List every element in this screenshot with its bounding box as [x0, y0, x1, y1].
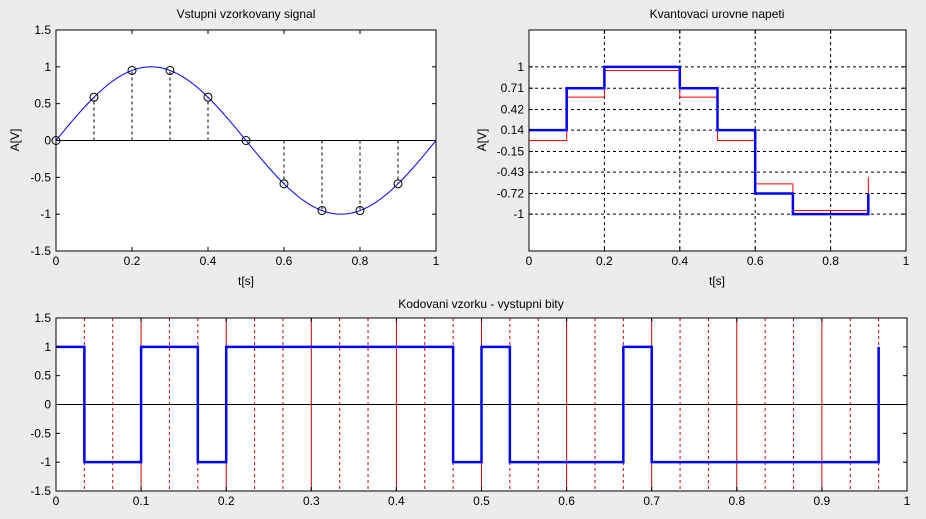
x-tick-label: 0.2	[596, 254, 613, 268]
x-tick-label: 0	[53, 254, 60, 268]
plot3-title: Kodovani vzorku - vystupni bity	[398, 297, 563, 311]
y-tick-label: 0	[44, 398, 51, 412]
y-tick-label: -0.43	[497, 165, 525, 179]
y-tick-label: -1	[513, 207, 524, 221]
plot2-ticks: 0 0.2 0.4 0.6 0.8 1 1 0.71 0.42 0.14 -0.15 -0.43 -0.…	[497, 30, 910, 268]
y-tick-label: 0	[44, 134, 51, 148]
y-tick-label: 1.5	[34, 23, 51, 37]
plot-quantization-levels: 0 0.2 0.4 0.6 0.8 1 1 0.71 0.42 0.14 -0.15 -0.43 -0.…	[475, 7, 910, 288]
x-tick-label: 0.8	[352, 254, 369, 268]
sample-marker	[127, 65, 137, 75]
x-tick-label: 0.5	[473, 494, 490, 508]
y-tick-label: -1	[40, 207, 51, 221]
plot2-xlabel: t[s]	[709, 274, 725, 288]
y-tick-label: -1.5	[30, 484, 51, 498]
x-tick-label: 0	[53, 494, 60, 508]
x-tick-label: 0.1	[133, 494, 150, 508]
plot1-title: Vstupni vzorkovany signal	[177, 7, 316, 21]
x-tick-label: 0.3	[303, 494, 320, 508]
y-tick-label: 1	[517, 60, 524, 74]
x-tick-label: 0	[526, 254, 533, 268]
plot2-ylabel: A[V]	[475, 129, 489, 152]
y-tick-label: 0.5	[34, 369, 51, 383]
x-tick-label: 0.7	[643, 494, 660, 508]
x-tick-label: 0.2	[218, 494, 235, 508]
x-tick-label: 0.6	[747, 254, 764, 268]
sine-curve	[55, 66, 437, 215]
y-tick-label: 1	[44, 340, 51, 354]
sample-marker	[355, 206, 365, 216]
plot3-marks	[56, 318, 907, 491]
plot3-ticks: 0 0.1 0.2 0.3 0.4 0.5 0.6 0.7 0.8 0.9 1 -1.5 -1 -0.5 0…	[30, 311, 910, 508]
quantized-stairs	[529, 65, 870, 216]
sample-marker	[241, 136, 251, 145]
sample-marker	[279, 179, 289, 189]
y-tick-label: 0.5	[34, 97, 51, 111]
y-tick-label: -1	[40, 455, 51, 469]
x-tick-label: 0.4	[388, 494, 405, 508]
sample-marker	[317, 206, 327, 216]
x-tick-label: 1	[903, 254, 910, 268]
plot2-frame	[528, 29, 907, 252]
y-tick-label: -0.5	[30, 170, 51, 184]
plot1-ticks: 0 0.2 0.4 0.6 0.8 1 -1.5 -1 -0.5 0 0.5 1 1.5	[30, 23, 439, 268]
y-tick-label: 1.5	[34, 311, 51, 325]
y-tick-label: 0.14	[501, 123, 525, 137]
bit-stream	[56, 345, 880, 464]
plot-output-bits: 0 0.1 0.2 0.3 0.4 0.5 0.6 0.7 0.8 0.9 1 -1.5 -1 -0.5 0…	[30, 297, 910, 508]
x-tick-label: 0.4	[671, 254, 688, 268]
x-tick-label: 0.8	[822, 254, 839, 268]
x-tick-label: 1	[433, 254, 440, 268]
x-tick-label: 0.9	[814, 494, 831, 508]
x-tick-label: 0.2	[124, 254, 141, 268]
y-tick-label: 0.71	[501, 81, 525, 95]
y-tick-label: -1.5	[30, 244, 51, 258]
plot-input-signal: 0 0.2 0.4 0.6 0.8 1 -1.5 -1 -0.5 0 0.5 1 1.5 Vstupni…	[8, 7, 440, 288]
sample-marker	[165, 65, 175, 75]
plot1-ylabel: A[V]	[8, 129, 22, 152]
y-tick-label: 0.42	[501, 103, 525, 117]
plot2-title: Kvantovaci urovne napeti	[650, 7, 785, 21]
sample-marker	[89, 92, 99, 102]
x-tick-label: 0.4	[200, 254, 217, 268]
plot2-marks	[528, 30, 907, 251]
x-tick-label: 0.8	[728, 494, 745, 508]
y-tick-label: -0.72	[497, 187, 525, 201]
y-tick-label: 1	[44, 60, 51, 74]
sample-marker	[393, 179, 403, 189]
x-tick-label: 0.6	[276, 254, 293, 268]
plot1-xlabel: t[s]	[238, 274, 254, 288]
x-tick-label: 0.6	[558, 494, 575, 508]
sample-marker	[203, 92, 213, 102]
x-tick-label: 1	[904, 494, 911, 508]
y-tick-label: -0.15	[497, 145, 525, 159]
y-tick-label: -0.5	[30, 426, 51, 440]
